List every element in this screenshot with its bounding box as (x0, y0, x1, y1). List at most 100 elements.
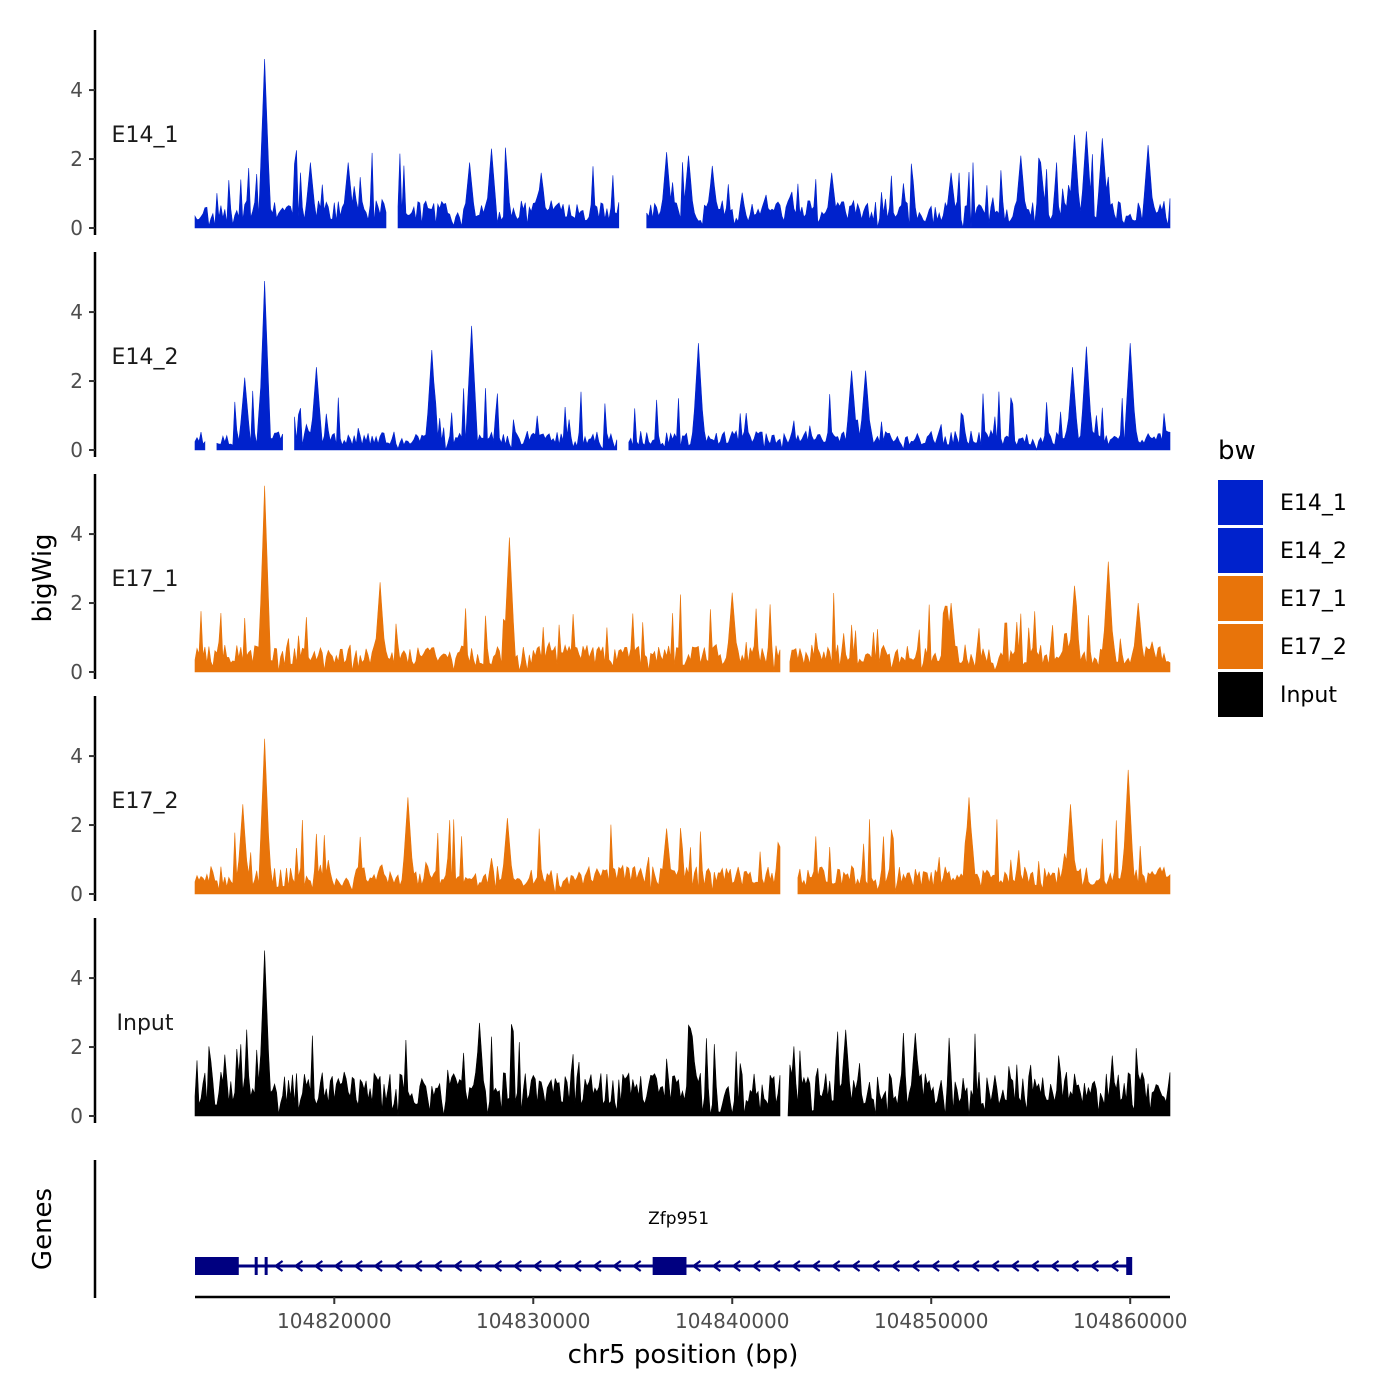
track-label: E14_1 (112, 123, 179, 148)
gene-strand-arrow (432, 1260, 443, 1272)
gene-strand-arrow (373, 1260, 383, 1272)
signal-area-E17_2 (194, 738, 781, 895)
gene-strand-arrow (691, 1260, 702, 1272)
signal-area-E17_2 (797, 769, 1171, 895)
y-tick-label: 2 (70, 147, 83, 171)
signal-area-Input (787, 1029, 1171, 1117)
gene-exon (652, 1257, 687, 1275)
track-panel-E14_1: 0 2 4 E14_1 (70, 30, 1171, 240)
legend-swatch-E14_2 (1218, 528, 1263, 573)
gene-strand-arrow (293, 1260, 304, 1272)
gene-strand-arrow (751, 1260, 761, 1272)
legend-label-E14_2: E14_2 (1280, 539, 1347, 564)
gene-strand-arrow (990, 1260, 1000, 1272)
y-tick-label: 4 (70, 300, 83, 324)
y-tick-label: 0 (70, 1104, 83, 1128)
gene-strand-arrow (611, 1260, 622, 1272)
x-tick-label: 104820000 (277, 1309, 392, 1333)
gene-strand-arrow (393, 1260, 403, 1272)
legend-swatch-E17_1 (1218, 576, 1263, 621)
y-tick-label: 2 (70, 591, 83, 615)
x-axis: 104820000 104830000 104840000 104850000 1048… (195, 1295, 1188, 1333)
gene-strand-arrow (850, 1260, 861, 1272)
track-label: E17_1 (112, 567, 179, 592)
y-tick-label: 0 (70, 882, 83, 906)
gene-exon (195, 1257, 239, 1275)
legend: bw E14_1 E14_2 E17_1 E17_2 Input (1218, 436, 1347, 717)
y-axis-title: bigWig (28, 533, 58, 622)
legend-swatch-E17_2 (1218, 624, 1263, 669)
y-tick-label: 0 (70, 660, 83, 684)
signal-area-E14_2 (216, 280, 283, 451)
gene-strand-arrow (1089, 1260, 1100, 1272)
y-tick-label: 0 (70, 216, 83, 240)
signal-area-E14_2 (194, 432, 206, 451)
gene-strand-arrow (870, 1260, 881, 1272)
y-tick-label: 2 (70, 1035, 83, 1059)
y-tick-label: 4 (70, 966, 83, 990)
x-tick-label: 104830000 (476, 1309, 591, 1333)
gene-strand-arrow (333, 1260, 343, 1272)
gene-strand-arrow (830, 1260, 841, 1272)
gene-label: Zfp951 (648, 1209, 709, 1229)
gene-strand-arrow (512, 1260, 522, 1272)
gene-strand-arrow (771, 1260, 781, 1272)
gene-strand-arrow (313, 1260, 324, 1272)
gene-strand-arrow (552, 1260, 562, 1272)
track-panel-E17_2: 0 2 4 E17_2 (70, 696, 1171, 906)
y-tick-label: 4 (70, 744, 83, 768)
gene-strand-arrow (412, 1260, 423, 1272)
signal-area-E17_1 (789, 561, 1171, 673)
gene-strand-arrow (273, 1260, 284, 1272)
gene-strand-arrow (890, 1260, 901, 1272)
signal-area-Input (194, 950, 781, 1117)
gene-strand-arrow (631, 1260, 642, 1272)
signal-area-E14_1 (397, 147, 620, 229)
gene-strand-arrow (970, 1260, 980, 1272)
gene-strand-arrow (711, 1260, 721, 1272)
x-tick-label: 104850000 (874, 1309, 989, 1333)
track-label: Input (117, 1011, 174, 1036)
genes-track-title: Genes (28, 1188, 58, 1270)
track-panel-E14_2: 0 2 4 E14_2 (70, 252, 1171, 462)
track-label: E14_2 (112, 345, 179, 370)
signal-area-E14_2 (294, 325, 618, 451)
gene-exon (1126, 1257, 1133, 1275)
gene-exon (264, 1257, 268, 1275)
legend-swatch-E14_1 (1218, 480, 1263, 525)
y-tick-label: 0 (70, 438, 83, 462)
track-panel-E17_1: 0 2 4 E17_1 (70, 474, 1171, 684)
track-panel-Input: 0 2 4 Input (70, 918, 1171, 1128)
y-tick-label: 2 (70, 369, 83, 393)
signal-area-E14_2 (628, 343, 1171, 451)
legend-title: bw (1218, 436, 1256, 466)
legend-swatch-Input (1218, 672, 1263, 717)
gene-strand-arrow (1109, 1260, 1119, 1272)
gene-strand-arrow (1009, 1260, 1020, 1272)
signal-area-E14_1 (646, 131, 1171, 229)
signal-area-E14_1 (194, 58, 387, 229)
signal-area-E17_1 (194, 485, 781, 673)
gene-strand-arrow (472, 1260, 483, 1272)
gene-strand-arrow (1049, 1260, 1060, 1272)
gene-strand-arrow (1069, 1260, 1080, 1272)
y-tick-label: 4 (70, 522, 83, 546)
gene-strand-arrow (532, 1260, 542, 1272)
gene-strand-arrow (950, 1260, 960, 1272)
gene-strand-arrow (791, 1260, 801, 1272)
legend-label-E17_2: E17_2 (1280, 635, 1347, 660)
x-axis-title: chr5 position (bp) (568, 1340, 799, 1370)
gene-strand-arrow (353, 1260, 363, 1272)
legend-label-E17_1: E17_1 (1280, 587, 1347, 612)
gene-strand-arrow (731, 1260, 741, 1272)
gene-strand-arrow (492, 1260, 503, 1272)
x-tick-label: 104840000 (675, 1309, 790, 1333)
y-tick-label: 2 (70, 813, 83, 837)
gene-strand-arrow (930, 1260, 940, 1272)
bigwig-panels: 0 2 4 E14_1 0 2 4 E14_2 0 2 4 E17_1 0 2 4 E17_2 0 2 4 Input (70, 30, 1171, 1128)
x-tick-label: 104860000 (1073, 1309, 1188, 1333)
track-label: E17_2 (112, 789, 179, 814)
gene-exon (254, 1257, 258, 1275)
gene-strand-arrow (452, 1260, 463, 1272)
